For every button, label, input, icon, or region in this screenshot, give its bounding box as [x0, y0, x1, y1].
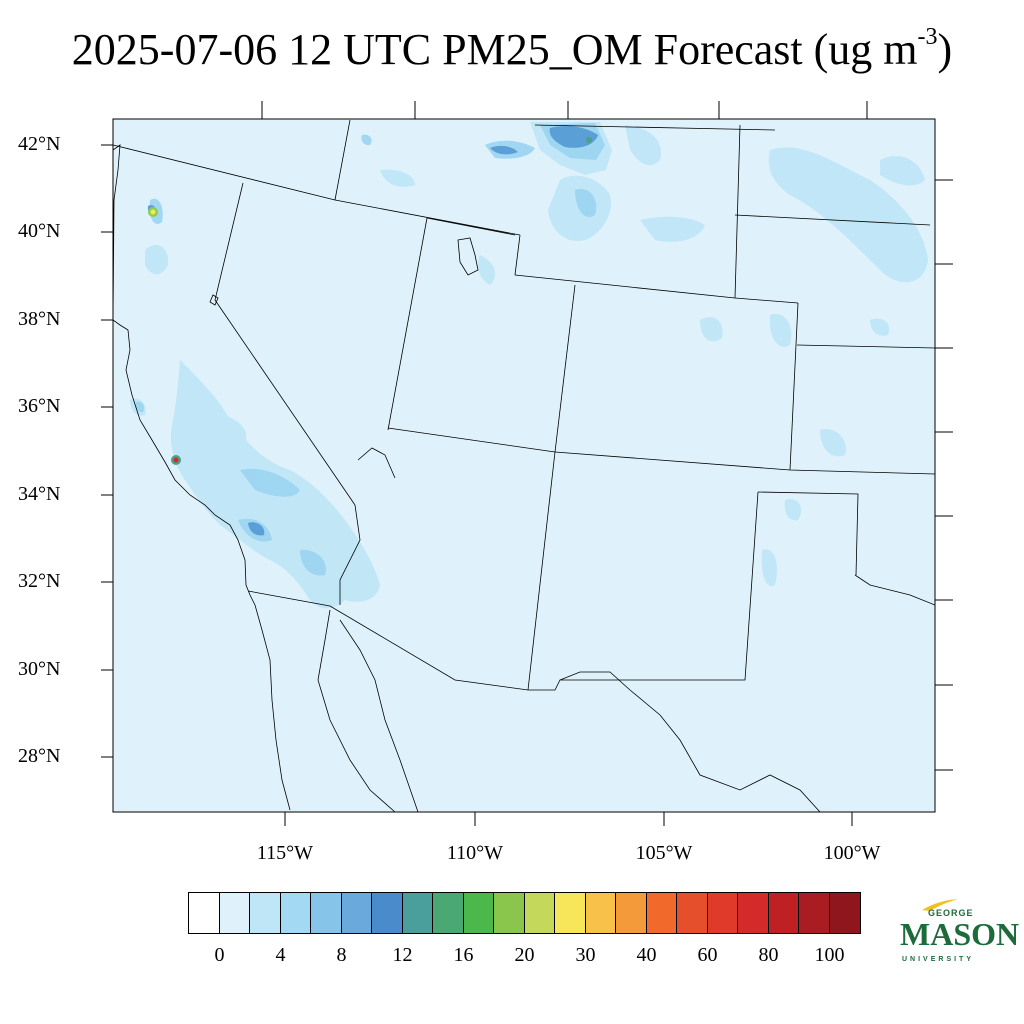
colorbar-swatch [616, 893, 647, 933]
nm-tx-border [528, 491, 759, 691]
colorbar-swatch [494, 893, 525, 933]
lat-label: 28°N [18, 745, 61, 767]
tick-marks [101, 101, 953, 826]
colorbar-swatch [433, 893, 464, 933]
lon-label: 110°W [446, 842, 504, 864]
colorbar-swatch [738, 893, 769, 933]
lat-label: 42°N [18, 133, 61, 155]
colorbar-label: 16 [453, 944, 474, 966]
colorbar-swatch [585, 893, 616, 933]
colorbar-label: 8 [336, 944, 347, 966]
logo-line1: GEORGE [928, 908, 974, 918]
colorbar-swatch [219, 893, 250, 933]
coastline [113, 144, 291, 811]
colorbar-swatch [768, 893, 799, 933]
colorbar-label: 0 [214, 944, 225, 966]
colorbar-label: 20 [514, 944, 535, 966]
logo-swoosh-icon [922, 899, 958, 911]
colorbar-label: 40 [636, 944, 657, 966]
hotspot-fires [148, 137, 592, 465]
az-nm-border [527, 451, 556, 691]
colorado-river [357, 447, 396, 479]
lat-label: 36°N [18, 395, 61, 417]
colorbar-swatch [189, 893, 220, 933]
id-mt-border [334, 119, 351, 201]
wy-sd-border [734, 124, 741, 299]
map-title: 2025-07-06 12 UTC PM25_OM Forecast (ug m… [71, 24, 953, 74]
colorbar-label: 60 [697, 944, 718, 966]
gmu-logo: GEORGE MASON UNIVERSITY [898, 898, 1019, 968]
rio-grande [854, 574, 935, 606]
ks-ok-border [796, 344, 935, 349]
colorbar-swatch [524, 893, 555, 933]
colorbar-label: 100 [814, 944, 845, 966]
logo-line2: MASON [900, 916, 1020, 952]
colorbar-swatch [250, 893, 281, 933]
lat-label: 32°N [18, 570, 61, 592]
lon-label: 100°W [823, 842, 881, 864]
baja-gulf-coast [317, 609, 396, 812]
map-frame [112, 118, 936, 813]
colorbar-swatch [799, 893, 830, 933]
lat-label: 30°N [18, 658, 61, 680]
colorbar-swatch [341, 893, 372, 933]
us-mex-border [247, 590, 529, 691]
ne-border [734, 214, 931, 226]
colorbar-swatch [677, 893, 708, 933]
mt-nd-border [534, 124, 776, 131]
colorbar-swatch [646, 893, 677, 933]
nv-ut-border [387, 217, 428, 431]
nv-ca-border [214, 182, 356, 506]
colorbar-swatch [463, 893, 494, 933]
lat-label: 34°N [18, 483, 61, 505]
colorbar-swatch [402, 893, 433, 933]
tx-ok-border [757, 491, 859, 576]
colorbar-label: 30 [575, 944, 596, 966]
logo-line3: UNIVERSITY [902, 956, 975, 963]
boundaries [113, 119, 935, 812]
lat-label: 38°N [18, 308, 61, 330]
az-ut-border [387, 427, 935, 475]
ca-az-border [339, 504, 361, 605]
lon-label: 115°W [256, 842, 314, 864]
ut-co-border [554, 284, 576, 453]
colorbar-swatch [311, 893, 342, 933]
texas-border [559, 671, 821, 812]
colorbar-swatch [555, 893, 586, 933]
ut-wy-border [426, 217, 516, 236]
great-salt-lake [457, 237, 479, 276]
id-wy-border [514, 234, 521, 276]
colorbar-label: 12 [392, 944, 413, 966]
lake-tahoe [209, 294, 219, 306]
concentration-field [113, 119, 935, 812]
colorbar-swatch [280, 893, 311, 933]
colorbar-label: 4 [275, 944, 286, 966]
colorbar-swatch [372, 893, 403, 933]
colorbar-swatch [829, 893, 860, 933]
baja-east-coast [339, 619, 419, 812]
colorbar [188, 892, 861, 934]
colorbar-label: 80 [758, 944, 779, 966]
lon-label: 105°W [635, 842, 693, 864]
lat-label: 40°N [18, 220, 61, 242]
co-ks-border [789, 302, 799, 471]
colorbar-swatch [707, 893, 738, 933]
